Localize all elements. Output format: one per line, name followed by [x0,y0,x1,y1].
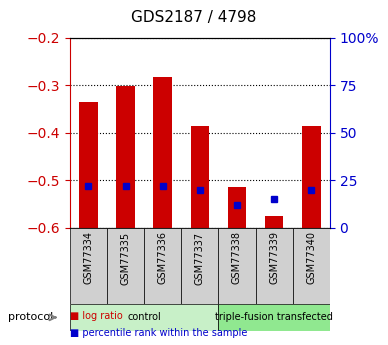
FancyBboxPatch shape [293,228,330,304]
Text: triple-fusion transfected: triple-fusion transfected [215,313,333,322]
Text: GSM77337: GSM77337 [195,231,205,285]
FancyBboxPatch shape [70,304,218,331]
Text: GSM77335: GSM77335 [121,231,130,285]
Bar [191,126,209,228]
FancyBboxPatch shape [218,304,330,331]
Text: ■ log ratio: ■ log ratio [70,311,123,321]
Text: GSM77340: GSM77340 [306,231,316,285]
Bar [116,86,135,228]
Text: GSM77338: GSM77338 [232,231,242,285]
Bar [153,77,172,228]
FancyBboxPatch shape [107,228,144,304]
Text: control: control [127,313,161,322]
Text: ■ percentile rank within the sample: ■ percentile rank within the sample [70,328,247,338]
Text: GSM77336: GSM77336 [158,231,168,285]
Text: GDS2187 / 4798: GDS2187 / 4798 [131,10,257,25]
Text: GSM77334: GSM77334 [83,231,94,285]
Bar [79,102,98,228]
Bar [265,216,283,228]
Text: GSM77339: GSM77339 [269,231,279,285]
FancyBboxPatch shape [181,228,218,304]
FancyBboxPatch shape [144,228,181,304]
Bar [302,126,320,228]
FancyBboxPatch shape [70,228,107,304]
Bar [228,187,246,228]
Text: protocol: protocol [8,313,53,322]
FancyBboxPatch shape [256,228,293,304]
FancyBboxPatch shape [218,228,256,304]
